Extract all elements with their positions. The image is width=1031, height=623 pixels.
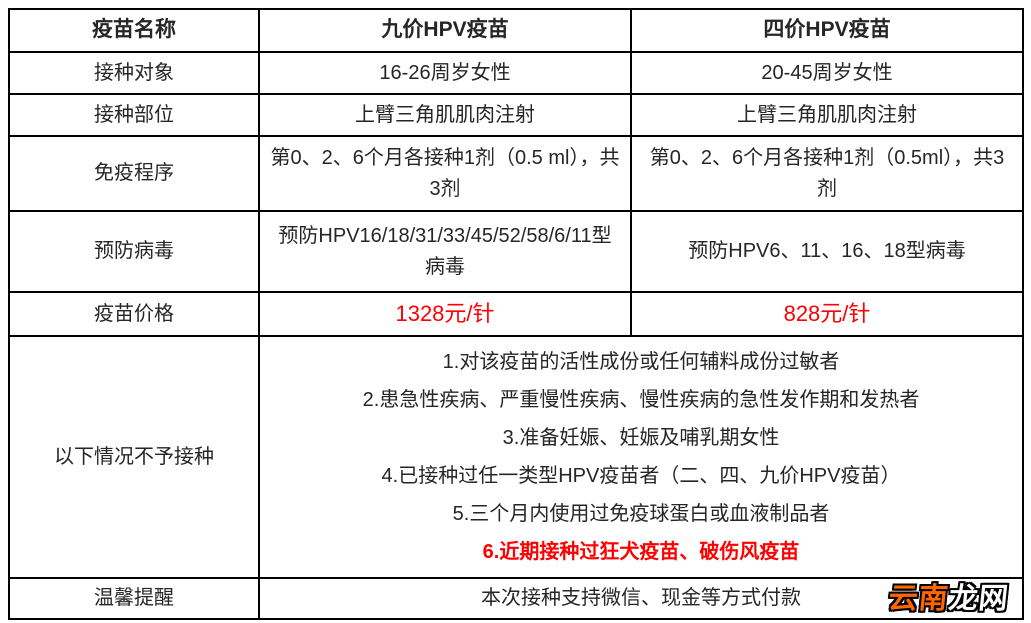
virus-label: 预防病毒 bbox=[8, 210, 260, 293]
reminder-label: 温馨提醒 bbox=[8, 577, 260, 621]
schedule-label: 免疫程序 bbox=[8, 135, 260, 212]
target-four-value: 20-45周岁女性 bbox=[630, 51, 1024, 95]
contraindication-item-2: 2.患急性疾病、严重慢性疾病、慢性疾病的急性发作期和发热者 bbox=[362, 389, 920, 412]
site-nine-value: 上臂三角肌肌肉注射 bbox=[258, 93, 632, 137]
schedule-nine-value: 第0、2、6个月各接种1剂（0.5 ml），共3剂 bbox=[258, 135, 632, 212]
table-row-schedule: 免疫程序 第0、2、6个月各接种1剂（0.5 ml），共3剂 第0、2、6个月各… bbox=[8, 135, 1024, 212]
contraindication-item-5: 5.三个月内使用过免疫球蛋白或血液制品者 bbox=[452, 503, 830, 526]
table-row-target: 接种对象 16-26周岁女性 20-45周岁女性 bbox=[8, 51, 1024, 95]
table-row-site: 接种部位 上臂三角肌肌肉注射 上臂三角肌肌肉注射 bbox=[8, 93, 1024, 137]
table-row-virus: 预防病毒 预防HPV16/18/31/33/45/52/58/6/11型病毒 预… bbox=[8, 210, 1024, 293]
site-label: 接种部位 bbox=[8, 93, 260, 137]
reminder-text: 本次接种支持微信、现金等方式付款 bbox=[258, 577, 1024, 621]
vaccine-comparison-table: 疫苗名称 九价HPV疫苗 四价HPV疫苗 接种对象 16-26周岁女性 20-4… bbox=[8, 8, 1024, 621]
table-row-header: 疫苗名称 九价HPV疫苗 四价HPV疫苗 bbox=[8, 8, 1024, 53]
price-nine-value: 1328元/针 bbox=[258, 290, 632, 338]
table-row-reminder: 温馨提醒 本次接种支持微信、现金等方式付款 bbox=[8, 577, 1024, 621]
contraindications-list: 1.对该疫苗的活性成份或任何辅料成份过敏者 2.患急性疾病、严重慢性疾病、慢性疾… bbox=[258, 335, 1024, 580]
price-label: 疫苗价格 bbox=[8, 290, 260, 338]
schedule-four-value: 第0、2、6个月各接种1剂（0.5ml），共3剂 bbox=[630, 135, 1024, 212]
header-vaccine-name-label: 疫苗名称 bbox=[8, 8, 260, 53]
price-four-value: 828元/针 bbox=[630, 290, 1024, 338]
table-row-contraindications: 以下情况不予接种 1.对该疫苗的活性成份或任何辅料成份过敏者 2.患急性疾病、严… bbox=[8, 335, 1024, 580]
table-row-price: 疫苗价格 1328元/针 828元/针 bbox=[8, 290, 1024, 338]
site-four-value: 上臂三角肌肌肉注射 bbox=[630, 93, 1024, 137]
contraindications-label: 以下情况不予接种 bbox=[8, 335, 260, 580]
header-nine-valent: 九价HPV疫苗 bbox=[258, 8, 632, 53]
contraindication-item-3: 3.准备妊娠、妊娠及哺乳期女性 bbox=[502, 427, 780, 450]
virus-nine-value: 预防HPV16/18/31/33/45/52/58/6/11型病毒 bbox=[258, 210, 632, 293]
header-four-valent: 四价HPV疫苗 bbox=[630, 8, 1024, 53]
contraindication-item-1: 1.对该疫苗的活性成份或任何辅料成份过敏者 bbox=[442, 351, 840, 374]
virus-four-value: 预防HPV6、11、16、18型病毒 bbox=[630, 210, 1024, 293]
contraindication-item-4: 4.已接种过任一类型HPV疫苗者（二、四、九价HPV疫苗） bbox=[381, 465, 901, 488]
contraindication-item-6-warning: 6.近期接种过狂犬疫苗、破伤风疫苗 bbox=[482, 541, 800, 564]
target-label: 接种对象 bbox=[8, 51, 260, 95]
target-nine-value: 16-26周岁女性 bbox=[258, 51, 632, 95]
